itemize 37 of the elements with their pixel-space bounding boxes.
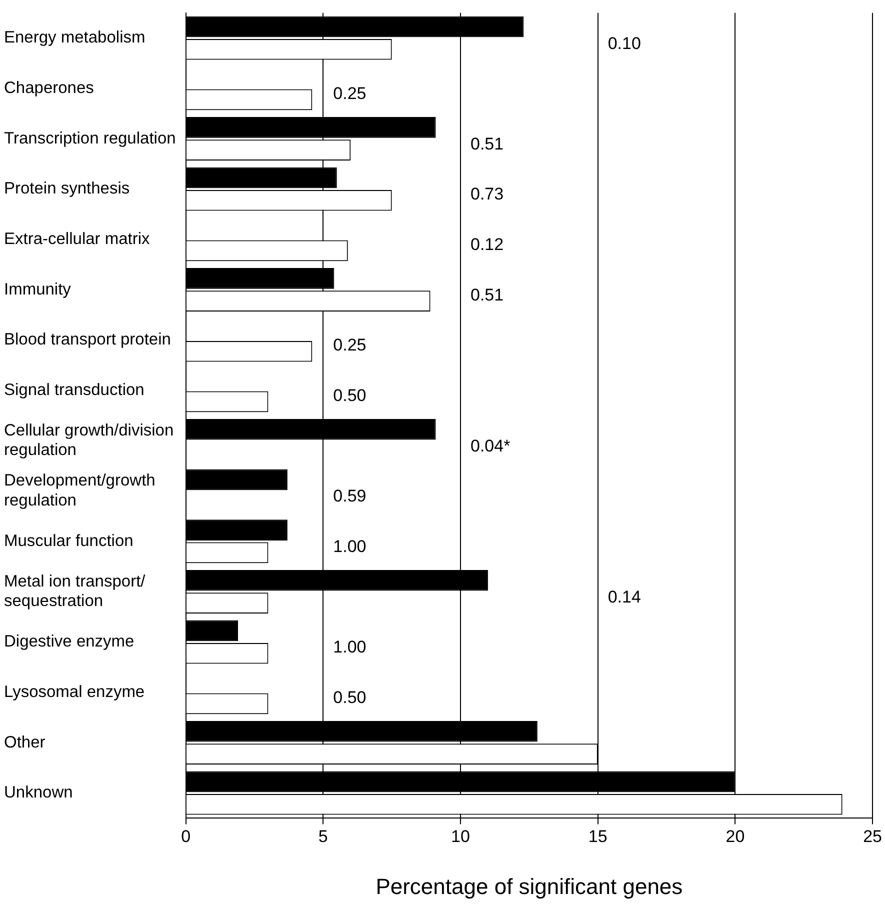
x-tick-label: 0 (181, 827, 191, 846)
annotation: 0.51 (470, 285, 504, 304)
x-tick-label: 25 (863, 827, 882, 846)
y-tick-label: Muscular function (4, 532, 134, 550)
annotation: 0.25 (333, 336, 366, 355)
y-tick-label: Other (4, 733, 46, 752)
y-tick-label: Extra-cellular matrix (4, 230, 151, 248)
y-tick-label: Blood transport protein (4, 330, 171, 349)
y-tick-label: Energy metabolism (4, 28, 146, 47)
y-tick-label: Development/growth regulation (4, 472, 156, 510)
y-tick-label: Lysosomal enzyme (4, 682, 145, 701)
y-tick-label: Metal ion transport/ sequestration (4, 572, 146, 610)
y-tick-label: Digestive enzyme (4, 632, 134, 651)
annotation: 0.51 (470, 134, 504, 154)
annotation: 0.12 (470, 235, 504, 254)
annotation: 0.04* (470, 436, 511, 456)
y-tick-label: Immunity (4, 280, 72, 298)
y-tick-label: Cellular growth/division regulation (4, 421, 174, 460)
annotation: 0.25 (333, 84, 366, 104)
annotation: 1.00 (333, 638, 366, 657)
x-tick-label: 10 (451, 827, 470, 846)
annotation: 0.50 (333, 386, 366, 406)
y-tick-label: Transcription regulation (4, 129, 176, 148)
x-axis-title: Percentage of significant genes (376, 874, 683, 899)
y-tick-label: Protein synthesis (4, 180, 130, 198)
annotation: 1.00 (333, 537, 366, 556)
y-tick-label: Unknown (4, 784, 73, 802)
annotation: 0.73 (470, 184, 504, 204)
y-tick-label: Chaperones (4, 78, 94, 97)
x-tick-label: 15 (588, 827, 608, 846)
x-tick-label: 20 (726, 827, 745, 846)
annotation: 0.14 (608, 587, 641, 606)
annotation: 0.50 (333, 688, 366, 708)
y-tick-label: Signal transduction (4, 380, 144, 399)
annotation: 0.10 (608, 34, 641, 53)
x-tick-label: 5 (318, 827, 328, 846)
annotation: 0.59 (333, 486, 366, 506)
